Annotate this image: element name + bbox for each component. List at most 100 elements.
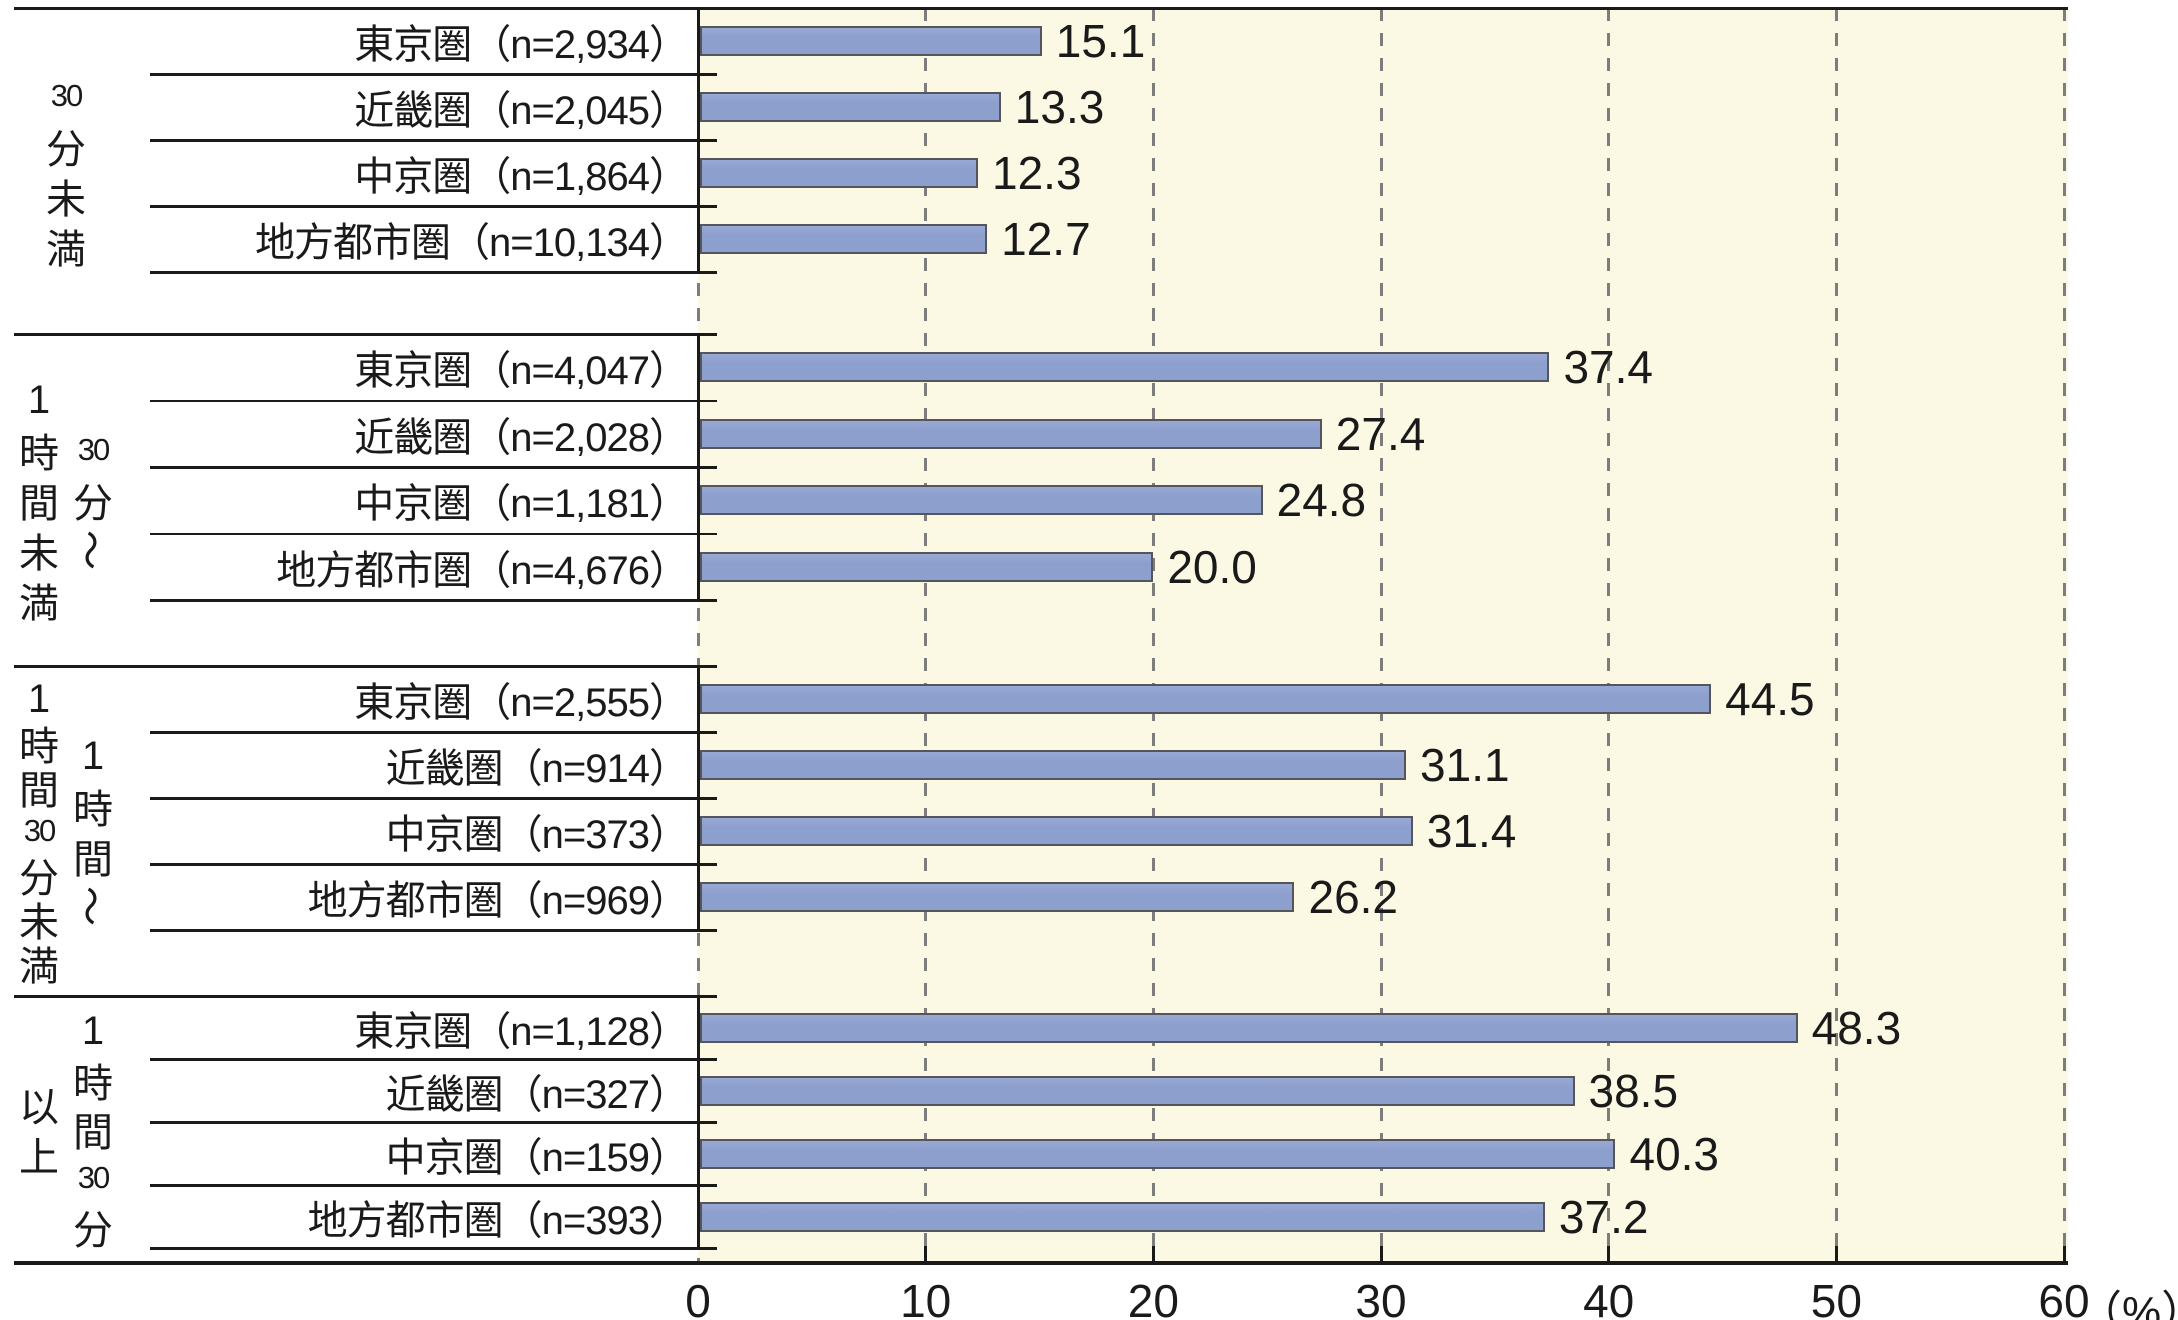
bar-value-label: 31.1 <box>1420 739 1510 791</box>
region-tick-label: 地方都市圏（n=969） <box>307 879 689 923</box>
bar-value-label: 12.7 <box>1001 213 1091 265</box>
plot-area <box>698 8 2068 1262</box>
chart-top-border <box>14 6 2068 10</box>
row-separator-line <box>150 797 717 800</box>
region-tick-label: 地方都市圏（n=393） <box>307 1198 689 1243</box>
row-separator-line <box>150 1121 717 1124</box>
region-tick-label: 中京圏（n=1,181） <box>354 482 689 527</box>
duration-label-column: 1 時間 30 分 <box>69 1007 117 1254</box>
duration-label-char: 〜 <box>67 886 111 926</box>
bar-value-label: 27.4 <box>1335 407 1426 460</box>
bar-value-label: 24.8 <box>1276 474 1367 527</box>
duration-label-column: 1 時間 30 分未満 <box>15 677 63 990</box>
bar-value-label: 37.2 <box>1558 1190 1649 1243</box>
bar <box>700 551 1154 582</box>
bar <box>700 1075 1575 1106</box>
duration-label-char: 30 <box>50 78 83 113</box>
row-separator-line <box>150 1184 717 1187</box>
x-axis-tick-label: 40 <box>1583 1275 1635 1320</box>
bar <box>700 26 1042 56</box>
region-tick-label: 地方都市圏（n=4,676） <box>276 548 689 593</box>
bar <box>700 158 979 188</box>
gridline-40 <box>1607 8 1611 1262</box>
x-axis-tick-label: 60 <box>2038 1275 2090 1320</box>
bar-value-label: 44.5 <box>1725 673 1815 725</box>
row-separator-line <box>150 532 717 535</box>
duration-label-char: 時 <box>73 788 113 832</box>
duration-label-char: 満 <box>46 228 86 272</box>
region-tick-label: 東京圏（n=2,934） <box>354 23 689 67</box>
duration-group-label: 1 時間未満 30 分〜 <box>8 334 124 666</box>
row-separator-line <box>150 599 717 602</box>
bar-value-label: 12.3 <box>992 147 1082 199</box>
duration-label-char: 30 <box>77 1160 110 1195</box>
bar <box>700 750 1407 780</box>
x-axis-tick-50 <box>1834 1246 1838 1262</box>
duration-label-char: 分 <box>19 857 59 901</box>
bar <box>700 1201 1545 1232</box>
duration-label-char: 間 <box>19 482 59 526</box>
duration-label-char: 未 <box>46 178 86 222</box>
duration-label-char: 未 <box>19 532 59 576</box>
duration-label-char: 上 <box>19 1136 59 1180</box>
duration-label-char: 分 <box>46 128 86 172</box>
region-tick-label: 東京圏（n=2,555） <box>354 681 689 725</box>
region-tick-label: 近畿圏（n=327） <box>385 1072 689 1117</box>
duration-label-char: 時 <box>73 1062 113 1106</box>
group-boundary-line <box>14 664 717 668</box>
duration-label-char: 30 <box>23 813 56 848</box>
region-tick-label: 東京圏（n=4,047） <box>354 349 689 394</box>
x-axis-tick-label: 50 <box>1810 1275 1862 1320</box>
region-tick-label: 近畿圏（n=2,045） <box>354 89 689 133</box>
bar-value-label: 15.1 <box>1055 15 1146 67</box>
bar <box>700 882 1295 912</box>
bar <box>700 684 1712 714</box>
duration-label-char: 分 <box>73 1209 113 1253</box>
row-separator-line <box>150 929 717 932</box>
duration-label-column: 1 時間未満 <box>15 375 63 627</box>
duration-label-column: 1 時間〜 <box>67 731 117 931</box>
duration-label-char: 間 <box>73 1111 113 1155</box>
bar <box>700 224 988 254</box>
bar <box>700 418 1322 449</box>
x-axis-tick-label: 30 <box>1355 1275 1407 1320</box>
gridline-30 <box>1379 8 1383 1262</box>
region-tick-label: 地方都市圏（n=10,134） <box>255 221 689 265</box>
duration-label-char: 間 <box>73 838 113 882</box>
gridline-10 <box>924 8 928 1262</box>
group-boundary-line <box>14 994 717 998</box>
bar-value-label: 31.4 <box>1426 805 1517 857</box>
region-tick-label: 中京圏（n=1,864） <box>354 155 689 199</box>
row-separator-line <box>150 1058 717 1061</box>
row-separator-line <box>150 863 717 866</box>
duration-label-column: 30 分未満 <box>42 71 90 272</box>
duration-label-char: 時 <box>19 725 59 769</box>
x-axis-tick-10 <box>924 1246 928 1262</box>
x-axis-unit-label: （%） <box>2078 1288 2178 1320</box>
bar-value-label: 13.3 <box>1014 81 1105 133</box>
bar <box>700 1012 1798 1043</box>
region-tick-label: 東京圏（n=1,128） <box>354 1009 689 1054</box>
x-axis-tick-label: 10 <box>900 1275 952 1320</box>
bar-value-label: 38.5 <box>1588 1064 1679 1117</box>
row-separator-line <box>150 271 717 274</box>
group-boundary-line <box>14 332 717 336</box>
duration-label-char: 以 <box>19 1086 59 1130</box>
duration-group-label: 以上 1 時間 30 分 <box>8 996 124 1262</box>
row-separator-line <box>150 466 717 469</box>
row-separator-line <box>150 73 717 76</box>
x-axis-tick-label: 20 <box>1127 1275 1179 1320</box>
bar-value-label: 20.0 <box>1167 540 1257 593</box>
duration-label-char: 〜 <box>67 530 111 570</box>
duration-label-char: 時 <box>19 432 59 476</box>
x-axis-tick-30 <box>1379 1246 1383 1262</box>
row-separator-line <box>150 399 717 402</box>
duration-group-label: 1 時間 30 分未満 1 時間〜 <box>8 666 124 996</box>
bar <box>700 816 1413 846</box>
duration-label-char: 1 <box>27 377 51 422</box>
bar-value-label: 37.4 <box>1563 341 1653 394</box>
x-axis-tick-40 <box>1607 1246 1611 1262</box>
duration-label-column: 以上 <box>15 1079 63 1180</box>
x-axis-tick-label: 0 <box>685 1275 711 1320</box>
